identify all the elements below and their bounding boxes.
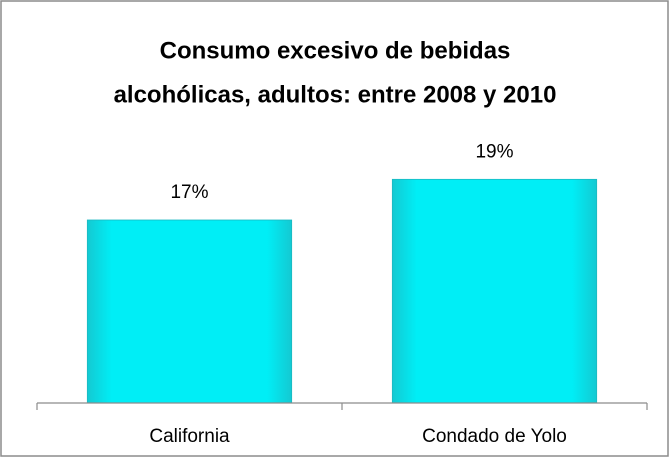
- bar: [86, 219, 293, 404]
- data-label: 17%: [170, 182, 208, 203]
- x-tick-label: California: [149, 426, 230, 447]
- bar: [391, 178, 598, 404]
- x-tick-label: Condado de Yolo: [422, 426, 567, 447]
- data-label: 19%: [475, 141, 513, 162]
- chart-title: alcohólicas, adultos: entre 2008 y 2010: [114, 81, 557, 108]
- chart-title: Consumo excesivo de bebidas: [160, 37, 511, 64]
